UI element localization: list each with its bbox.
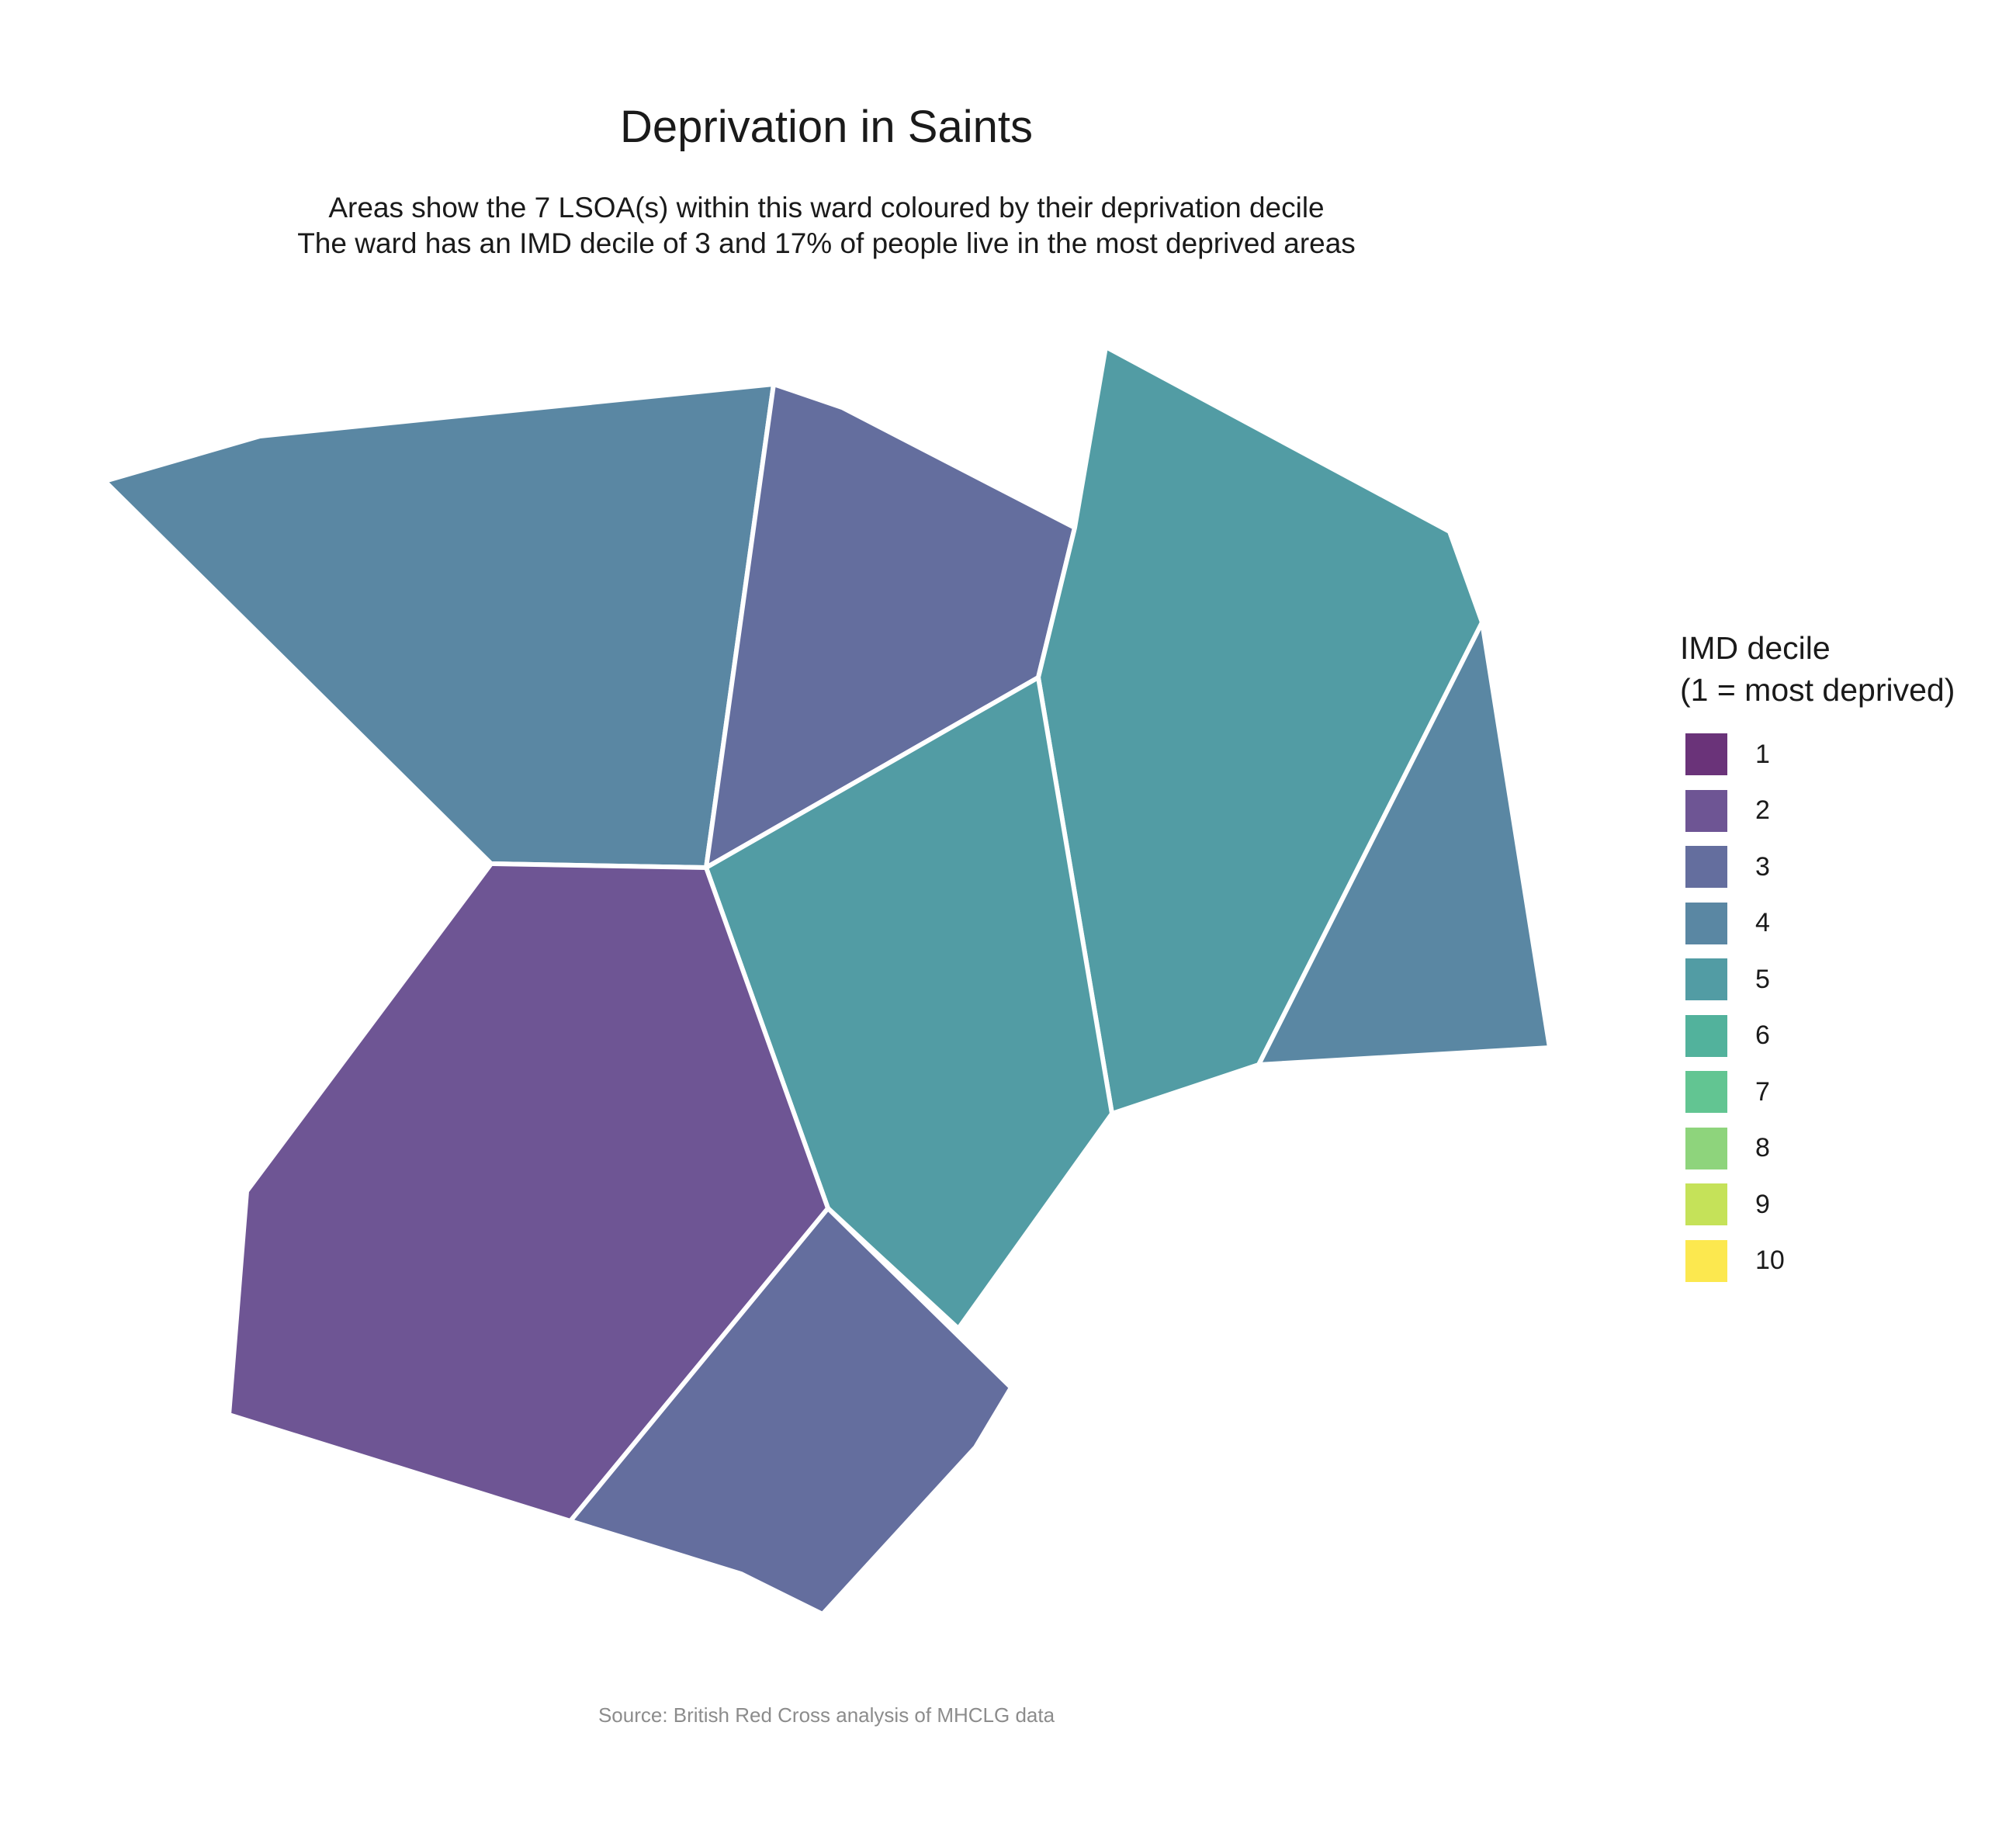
legend-swatch — [1685, 1183, 1727, 1225]
legend-title: IMD decile (1 = most deprived) — [1680, 627, 1955, 711]
legend-swatch — [1685, 846, 1727, 888]
legend-label: 8 — [1755, 1133, 1770, 1163]
legend-item-2: 2 — [1685, 789, 1770, 832]
legend-swatch — [1685, 789, 1727, 832]
legend-label: 2 — [1755, 795, 1770, 825]
legend-label: 1 — [1755, 739, 1770, 769]
legend-swatch — [1685, 733, 1727, 775]
legend-swatch — [1685, 902, 1727, 944]
legend-swatch — [1685, 1239, 1727, 1282]
lsoa-south[interactable] — [568, 1206, 1013, 1616]
lsoa-east[interactable] — [1256, 620, 1552, 1067]
legend-title-line-2: (1 = most deprived) — [1680, 672, 1955, 708]
legend-item-7: 7 — [1685, 1071, 1770, 1113]
legend-label: 10 — [1755, 1246, 1785, 1275]
legend-label: 9 — [1755, 1189, 1770, 1219]
chart-subtitle: Areas show the 7 LSOA(s) within this war… — [0, 190, 1653, 262]
lsoa-north-west[interactable] — [102, 382, 776, 870]
legend-label: 6 — [1755, 1020, 1770, 1050]
legend-swatch — [1685, 958, 1727, 1000]
legend-swatch — [1685, 1071, 1727, 1113]
legend-item-6: 6 — [1685, 1014, 1770, 1057]
chart-title: Deprivation in Saints — [620, 102, 1033, 152]
legend-swatch — [1685, 1014, 1727, 1057]
legend-label: 7 — [1755, 1076, 1770, 1107]
legend-item-3: 3 — [1685, 846, 1770, 888]
legend-swatch — [1685, 1127, 1727, 1169]
legend-item-9: 9 — [1685, 1183, 1770, 1225]
legend-label: 3 — [1755, 851, 1770, 882]
legend-label: 4 — [1755, 908, 1770, 937]
legend-item-4: 4 — [1685, 902, 1770, 944]
lsoa-north-east[interactable] — [1036, 345, 1484, 1116]
source-caption: Source: British Red Cross analysis of MH… — [598, 1703, 1055, 1727]
legend-item-10: 10 — [1685, 1239, 1785, 1282]
legend-title-line-1: IMD decile — [1680, 630, 1831, 666]
legend-item-8: 8 — [1685, 1127, 1770, 1169]
legend-item-1: 1 — [1685, 733, 1770, 775]
legend-label: 5 — [1755, 964, 1770, 994]
subtitle-line-1: Areas show the 7 LSOA(s) within this war… — [328, 192, 1325, 223]
legend-item-5: 5 — [1685, 958, 1770, 1000]
subtitle-line-2: The ward has an IMD decile of 3 and 17% … — [297, 227, 1356, 259]
